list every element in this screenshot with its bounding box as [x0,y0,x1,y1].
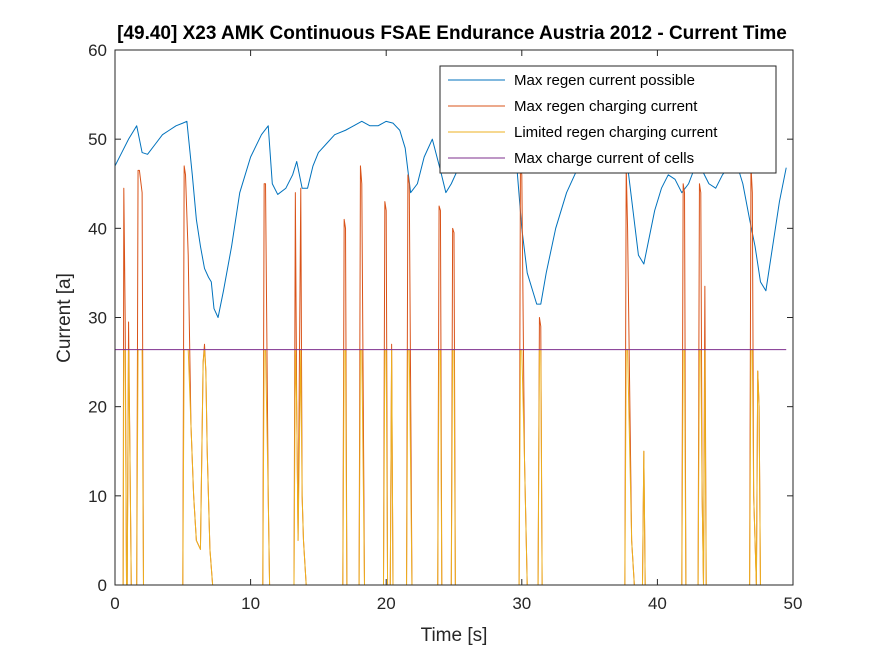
x-tick-label: 10 [241,594,260,613]
chart-title: [49.40] X23 AMK Continuous FSAE Enduranc… [117,23,787,44]
y-tick-label: 30 [88,309,107,328]
x-tick-label: 30 [512,594,531,613]
legend: Max regen current possible Max regen char… [439,65,777,174]
x-tick-label: 0 [110,594,119,613]
x-tick-label: 50 [784,594,803,613]
y-axis-label: Current [a] [54,273,75,363]
y-tick-label: 20 [88,398,107,417]
legend-label: Limited regen charging current [514,124,718,141]
y-tick-label: 50 [88,130,107,149]
series-line-2 [115,165,761,586]
y-tick-label: 60 [88,41,107,60]
series-layer [114,120,787,586]
legend-label: Max regen current possible [514,72,695,89]
legend-box [439,65,777,174]
y-tick-label: 0 [98,576,107,595]
y-tick-label: 40 [88,219,107,238]
x-tick-label: 20 [377,594,396,613]
x-axis-label: Time [s] [421,625,488,646]
legend-label: Max regen charging current [514,98,698,115]
y-tick-label: 10 [88,487,107,506]
x-tick-label: 40 [648,594,667,613]
tick-layer: 0 10 20 30 40 50 0 10 20 30 40 50 60 [88,41,802,613]
legend-label: Max charge current of cells [514,150,694,167]
series-line-1 [114,120,787,318]
